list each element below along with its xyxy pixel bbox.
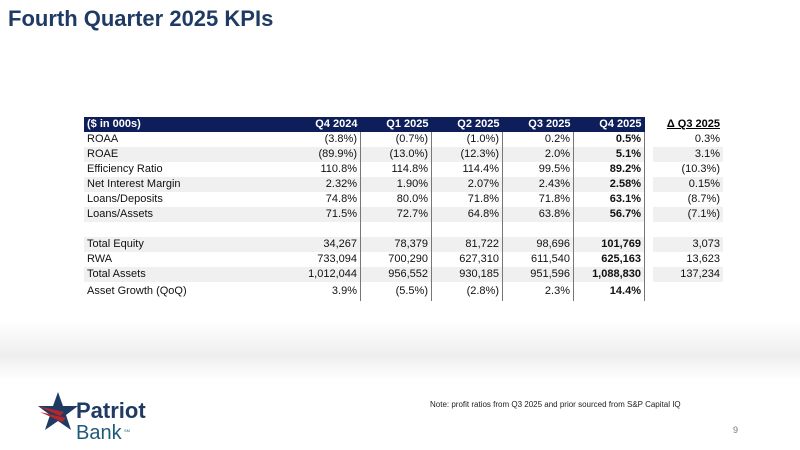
cell-value: 63.1%	[573, 192, 645, 207]
cell-value: 1,012,044	[290, 267, 361, 282]
kpi-table: ($ in 000s) Q4 2024 Q1 2025 Q2 2025 Q3 2025 Q…	[84, 117, 723, 301]
svg-text:Patriot: Patriot	[76, 398, 146, 423]
cell-value: (0.7%)	[360, 132, 432, 147]
cell-value: (89.9%)	[290, 147, 361, 162]
cell-value: 74.8%	[290, 192, 361, 207]
row-label: Net Interest Margin	[84, 177, 290, 192]
row-label: Total Equity	[84, 237, 290, 252]
cell-value: 951,596	[502, 267, 574, 282]
cell-value: 72.7%	[360, 207, 432, 222]
cell-value: 34,267	[290, 237, 361, 252]
cell-value: 3,073	[653, 237, 723, 252]
cell-value: 0.5%	[573, 132, 645, 147]
cell-value: 64.8%	[431, 207, 503, 222]
cell-value: 1,088,830	[573, 267, 645, 282]
cell-value: 627,310	[431, 252, 503, 267]
svg-text:SM: SM	[124, 428, 130, 433]
svg-text:Bank: Bank	[76, 422, 123, 442]
cell-value: 81,722	[431, 237, 503, 252]
cell-value: 114.8%	[360, 162, 432, 177]
cell-value: 110.8%	[290, 162, 361, 177]
spacer-row	[84, 222, 723, 237]
row-label: ROAE	[84, 147, 290, 162]
row-label: Loans/Assets	[84, 207, 290, 222]
column-header: Q1 2025	[360, 117, 432, 132]
table-row: Loans/Assets 71.5% 72.7% 64.8% 63.8% 56.7% (7.…	[84, 207, 723, 222]
cell-value: 1.90%	[360, 177, 432, 192]
table-row: Efficiency Ratio 110.8% 114.8% 114.4% 99.5% 8…	[84, 162, 723, 177]
column-header: Q4 2024	[290, 117, 361, 132]
cell-value: 71.5%	[290, 207, 361, 222]
cell-value: 56.7%	[573, 207, 645, 222]
cell-value: (8.7%)	[687, 193, 720, 205]
cell-value: 3.9%	[290, 282, 361, 301]
cell-value: 2.3%	[502, 282, 574, 301]
column-header: Q3 2025	[502, 117, 574, 132]
table-row: ROAA (3.8%) (0.7%) (1.0%) 0.2% 0.5% 0.3%	[84, 132, 723, 147]
source-note: Note: profit ratios from Q3 2025 and pri…	[430, 400, 681, 409]
cell-value: (3.8%)	[290, 132, 361, 147]
cell-value	[653, 282, 723, 301]
column-header: Q2 2025	[431, 117, 503, 132]
table-row: Net Interest Margin 2.32% 1.90% 2.07% 2.43% 2…	[84, 177, 723, 192]
table-row: Asset Growth (QoQ) 3.9% (5.5%) (2.8%) 2.3% 14…	[84, 282, 723, 301]
cell-value: 101,769	[573, 237, 645, 252]
cell-value: 137,234	[653, 267, 723, 282]
slide-title: Fourth Quarter 2025 KPIs	[8, 6, 274, 31]
table-row: RWA 733,094 700,290 627,310 611,540 625,163 13…	[84, 252, 723, 267]
cell-value: 71.8%	[502, 192, 574, 207]
cell-value: 3.1%	[653, 147, 723, 162]
cell-value: 2.07%	[431, 177, 503, 192]
page-number: 9	[733, 425, 739, 435]
cell-value: 80.0%	[360, 192, 432, 207]
cell-value: (12.3%)	[431, 147, 503, 162]
cell-value: 956,552	[360, 267, 432, 282]
cell-value: 625,163	[573, 252, 645, 267]
gap	[645, 117, 654, 132]
cell-value: 2.0%	[502, 147, 574, 162]
cell-value: 2.58%	[573, 177, 645, 192]
cell-value: 611,540	[502, 252, 574, 267]
cell-value: (5.5%)	[360, 282, 432, 301]
cell-value: 71.8%	[431, 192, 503, 207]
cell-value: 0.3%	[694, 133, 720, 145]
row-label: Efficiency Ratio	[87, 163, 163, 175]
cell-value: 2.32%	[290, 177, 361, 192]
background-band	[0, 320, 800, 380]
cell-value: (7.1%)	[653, 207, 723, 222]
cell-value: 5.1%	[573, 147, 645, 162]
cell-value: 2.43%	[502, 177, 574, 192]
row-label: ROAA	[87, 133, 119, 145]
cell-value: 14.4%	[573, 282, 645, 301]
cell-value: 78,379	[360, 237, 432, 252]
cell-value: 89.2%	[573, 162, 645, 177]
cell-value: (1.0%)	[431, 132, 503, 147]
cell-value: 99.5%	[502, 162, 574, 177]
row-label: Asset Growth (QoQ)	[87, 285, 187, 297]
cell-value: 700,290	[360, 252, 432, 267]
table-row: Total Assets 1,012,044 956,552 930,185 951,5…	[84, 267, 723, 282]
row-label: Total Assets	[84, 267, 290, 282]
cell-value: 733,094	[290, 252, 361, 267]
cell-value: (10.3%)	[681, 163, 720, 175]
cell-value: 930,185	[431, 267, 503, 282]
table-row: Loans/Deposits 74.8% 80.0% 71.8% 71.8% 63.1%(…	[84, 192, 723, 207]
cell-value: 0.15%	[653, 177, 723, 192]
table-header-row: ($ in 000s) Q4 2024 Q1 2025 Q2 2025 Q3 2025 Q…	[84, 117, 723, 132]
column-header: ($ in 000s)	[84, 117, 290, 132]
table-row: ROAE (89.9%) (13.0%) (12.3%) 2.0% 5.1% 3.1%	[84, 147, 723, 162]
cell-value: 114.4%	[431, 162, 503, 177]
row-label: Loans/Deposits	[87, 193, 163, 205]
cell-value: (2.8%)	[431, 282, 503, 301]
column-header: Q4 2025	[573, 117, 645, 132]
cell-value: 63.8%	[502, 207, 574, 222]
column-header: Δ Q3 2025	[666, 118, 720, 130]
row-label: RWA	[87, 253, 113, 265]
table-row: Total Equity 34,267 78,379 81,722 98,696 101,…	[84, 237, 723, 252]
patriot-bank-logo: Patriot Bank SM	[38, 392, 168, 447]
cell-value: 98,696	[502, 237, 574, 252]
cell-value: 13,623	[686, 253, 720, 265]
cell-value: 0.2%	[502, 132, 574, 147]
cell-value: (13.0%)	[360, 147, 432, 162]
